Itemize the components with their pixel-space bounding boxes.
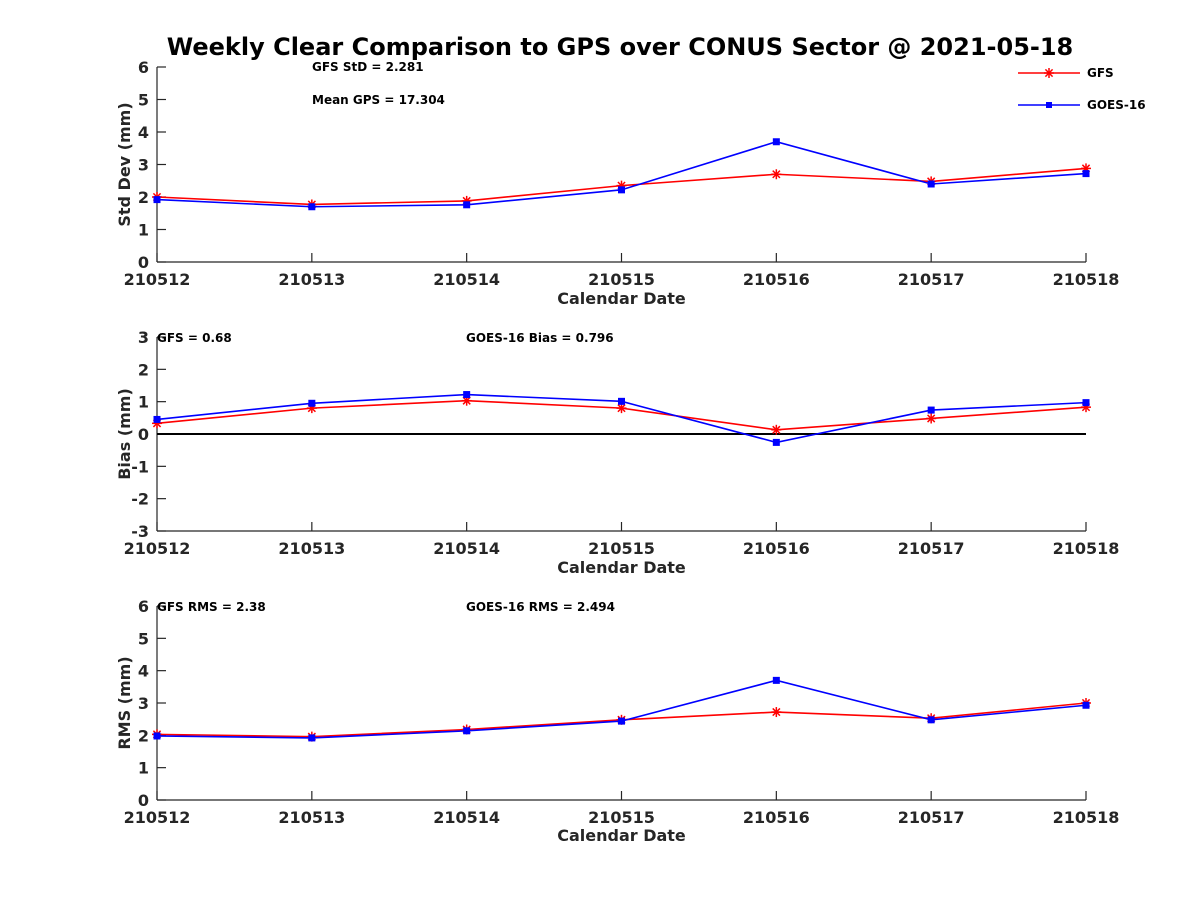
gfs-point-stroke [772,425,781,434]
y-tick-label: 5 [138,91,149,110]
y-tick-label: 1 [138,393,149,412]
legend: GFS GOES-16 [1018,66,1146,112]
gfs-point [771,707,782,718]
gfs-point-stroke [462,396,471,405]
y-axis-label: RMS (mm) [115,656,134,749]
goes16-point [153,732,161,740]
x-tick-label: 210515 [588,808,655,827]
x-tick-label: 210515 [588,270,655,289]
goes16-point [927,406,935,414]
y-axis-label: Bias (mm) [115,388,134,480]
goes16-point [1082,399,1090,407]
x-tick-label: 210513 [278,539,345,558]
goes16-point [153,415,161,423]
y-tick-label: 5 [138,629,149,648]
x-tick-label: 210518 [1053,270,1120,289]
goes16-point [618,186,625,194]
goes16-series-line [156,679,1087,739]
goes16-point [772,438,780,446]
x-tick-label: 210517 [898,808,965,827]
y-tick-label: 6 [138,597,149,616]
goes16-point [1082,170,1090,178]
gfs-point-stroke [772,170,781,179]
goes16-point [308,734,316,742]
goes16-point [772,138,780,146]
legend-gfs-asterisk [1044,68,1054,78]
goes16-point [463,391,471,399]
y-tick-label: 0 [138,791,149,810]
x-axis-label: Calendar Date [557,826,686,845]
goes16-point [308,399,316,407]
legend-goes-marker [1046,102,1052,108]
x-tick-label: 210515 [588,539,655,558]
legend-goes-label: GOES-16 [1087,98,1146,112]
x-tick-label: 210513 [278,270,345,289]
goes16-point [153,196,161,204]
legend-gfs-marker [1044,68,1054,78]
stat-annotation: GOES-16 RMS = 2.494 [466,600,615,614]
y-tick-label: 3 [138,694,149,713]
y-tick-label: -3 [131,522,149,541]
goes16-series-line [156,140,1087,208]
x-tick-label: 210512 [124,808,191,827]
figure-title: Weekly Clear Comparison to GPS over CONU… [167,33,1074,61]
y-axis-label: Std Dev (mm) [115,102,134,226]
goes16-point [772,676,780,684]
gfs-point-stroke [617,404,626,413]
stat-annotation: GFS RMS = 2.38 [157,600,266,614]
stat-annotation: GFS = 0.68 [157,331,232,345]
y-tick-label: 0 [138,425,149,444]
y-tick-label: 1 [138,221,149,240]
y-tick-label: 4 [138,123,149,142]
goes16-point [463,201,471,209]
x-tick-label: 210517 [898,270,965,289]
x-tick-label: 210512 [124,270,191,289]
stat-annotation: Mean GPS = 17.304 [312,93,445,107]
gfs-point [771,169,782,180]
goes16-point [463,727,471,735]
stat-annotation: GOES-16 Bias = 0.796 [466,331,614,345]
goes16-point [308,203,316,211]
legend-gfs-asterisk-stroke [1044,68,1054,78]
x-tick-label: 210518 [1053,808,1120,827]
x-tick-label: 210516 [743,270,810,289]
legend-gfs-label: GFS [1087,66,1114,80]
y-tick-label: 2 [138,726,149,745]
x-axis-label: Calendar Date [557,558,686,577]
goes16-point [927,180,935,188]
y-tick-label: -2 [131,490,149,509]
x-tick-label: 210514 [433,808,500,827]
y-tick-label: 1 [138,759,149,778]
y-tick-label: 0 [138,253,149,272]
goes16-point [927,716,935,724]
y-tick-label: -1 [131,457,149,476]
goes16-point [618,717,625,725]
x-tick-label: 210516 [743,539,810,558]
x-tick-label: 210512 [124,539,191,558]
x-tick-label: 210516 [743,808,810,827]
gfs-point [926,413,937,424]
gfs-point-stroke [772,707,781,717]
x-tick-label: 210513 [278,808,345,827]
std-dev-panel: 210512 210513 210514 210515 210516 210517 2105… [115,58,1119,308]
gfs-point [771,424,782,435]
gfs-point-stroke [927,414,936,423]
stat-annotation: GFS StD = 2.281 [312,60,424,74]
x-tick-label: 210517 [898,539,965,558]
y-tick-label: 4 [138,662,149,681]
y-tick-label: 3 [138,328,149,347]
bias-panel: 210512 210513 210514 210515 210516 210517 2105… [115,328,1119,577]
y-tick-label: 3 [138,156,149,175]
x-tick-label: 210514 [433,539,500,558]
goes16-point [618,397,625,405]
y-tick-label: 2 [138,360,149,379]
x-tick-label: 210518 [1053,539,1120,558]
goes16-point [1082,701,1090,709]
rms-panel: 210512 210513 210514 210515 210516 210517 2105… [115,597,1119,845]
y-tick-label: 2 [138,188,149,207]
x-axis-label: Calendar Date [557,289,686,308]
x-tick-label: 210514 [433,270,500,289]
y-tick-label: 6 [138,58,149,77]
